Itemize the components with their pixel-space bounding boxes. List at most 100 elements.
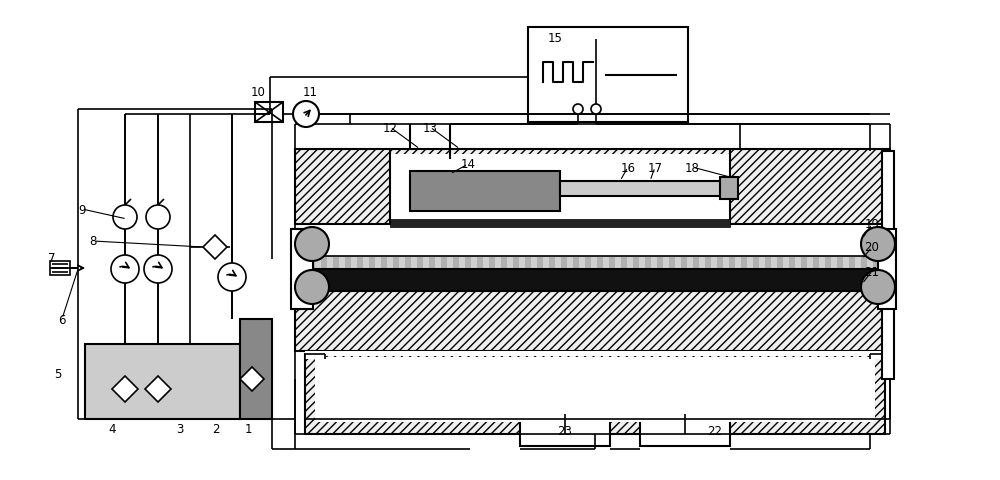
Bar xyxy=(789,257,795,268)
Bar xyxy=(333,257,339,268)
Bar xyxy=(309,257,315,268)
Bar xyxy=(291,229,313,309)
Bar xyxy=(560,181,730,197)
Text: 2: 2 xyxy=(212,422,220,435)
Text: 16: 16 xyxy=(620,161,636,174)
Text: 23: 23 xyxy=(558,425,572,438)
Bar xyxy=(645,257,651,268)
Bar xyxy=(528,28,688,123)
Bar xyxy=(381,257,387,268)
Bar xyxy=(849,257,855,268)
Text: 4: 4 xyxy=(108,422,116,435)
Bar xyxy=(297,257,303,268)
Bar xyxy=(315,357,875,422)
Bar xyxy=(753,257,759,268)
Bar xyxy=(813,257,819,268)
Bar xyxy=(240,319,272,419)
Bar xyxy=(825,257,831,268)
Text: 10: 10 xyxy=(251,86,265,99)
Bar xyxy=(85,344,240,419)
Text: 15: 15 xyxy=(548,31,562,45)
Circle shape xyxy=(146,205,170,229)
Bar xyxy=(410,172,560,212)
Circle shape xyxy=(861,228,895,262)
Bar xyxy=(369,257,375,268)
Bar xyxy=(585,257,591,268)
Bar xyxy=(549,257,555,268)
Bar xyxy=(393,257,399,268)
Bar xyxy=(255,103,283,123)
Text: 21: 21 xyxy=(864,265,880,278)
Bar xyxy=(305,354,325,359)
Bar xyxy=(441,257,447,268)
Bar xyxy=(295,150,890,225)
Bar xyxy=(305,351,885,356)
Circle shape xyxy=(113,205,137,229)
Bar xyxy=(885,257,891,268)
Text: 18: 18 xyxy=(685,161,699,174)
Bar xyxy=(537,257,543,268)
Bar xyxy=(621,257,627,268)
Text: 1: 1 xyxy=(244,422,252,435)
Circle shape xyxy=(591,105,601,115)
Bar xyxy=(390,219,730,228)
Bar xyxy=(453,257,459,268)
Text: 12: 12 xyxy=(383,121,398,134)
Polygon shape xyxy=(203,236,227,260)
Text: 7: 7 xyxy=(48,251,56,264)
Circle shape xyxy=(295,228,329,262)
Bar xyxy=(295,269,890,291)
Text: 11: 11 xyxy=(303,86,318,99)
Bar xyxy=(305,354,885,434)
Bar xyxy=(597,257,603,268)
Bar xyxy=(295,256,890,269)
Bar xyxy=(477,257,483,268)
Bar xyxy=(50,262,70,276)
Bar xyxy=(321,257,327,268)
Bar xyxy=(657,257,663,268)
Bar xyxy=(870,354,890,359)
Bar xyxy=(717,257,723,268)
Text: 8: 8 xyxy=(89,235,97,248)
Bar xyxy=(489,257,495,268)
Bar xyxy=(878,229,896,309)
Bar xyxy=(873,257,879,268)
Text: 13: 13 xyxy=(423,121,437,134)
Circle shape xyxy=(861,270,895,304)
Bar xyxy=(640,414,730,446)
Polygon shape xyxy=(240,367,264,391)
Bar xyxy=(669,257,675,268)
Bar xyxy=(720,178,738,200)
Text: 19: 19 xyxy=(864,218,880,231)
Bar xyxy=(573,257,579,268)
Polygon shape xyxy=(145,376,171,402)
Bar xyxy=(729,257,735,268)
Bar xyxy=(837,257,843,268)
Circle shape xyxy=(144,255,172,283)
Bar xyxy=(513,257,519,268)
Bar xyxy=(801,257,807,268)
Text: 17: 17 xyxy=(648,161,662,174)
Circle shape xyxy=(295,270,329,304)
Bar xyxy=(777,257,783,268)
Bar xyxy=(633,257,639,268)
Text: 20: 20 xyxy=(865,241,879,254)
Text: 3: 3 xyxy=(176,422,184,435)
Bar xyxy=(765,257,771,268)
Bar xyxy=(357,257,363,268)
Bar xyxy=(861,257,867,268)
Bar xyxy=(501,257,507,268)
Text: 14: 14 xyxy=(461,158,476,171)
Bar xyxy=(295,291,890,351)
Bar xyxy=(405,257,411,268)
Bar xyxy=(345,257,351,268)
Bar xyxy=(465,257,471,268)
Text: 5: 5 xyxy=(54,368,62,381)
Bar xyxy=(525,257,531,268)
Text: 22: 22 xyxy=(708,425,722,438)
Bar xyxy=(417,257,423,268)
Bar xyxy=(882,152,894,379)
Bar xyxy=(390,155,730,223)
Circle shape xyxy=(293,102,319,128)
Bar xyxy=(429,257,435,268)
